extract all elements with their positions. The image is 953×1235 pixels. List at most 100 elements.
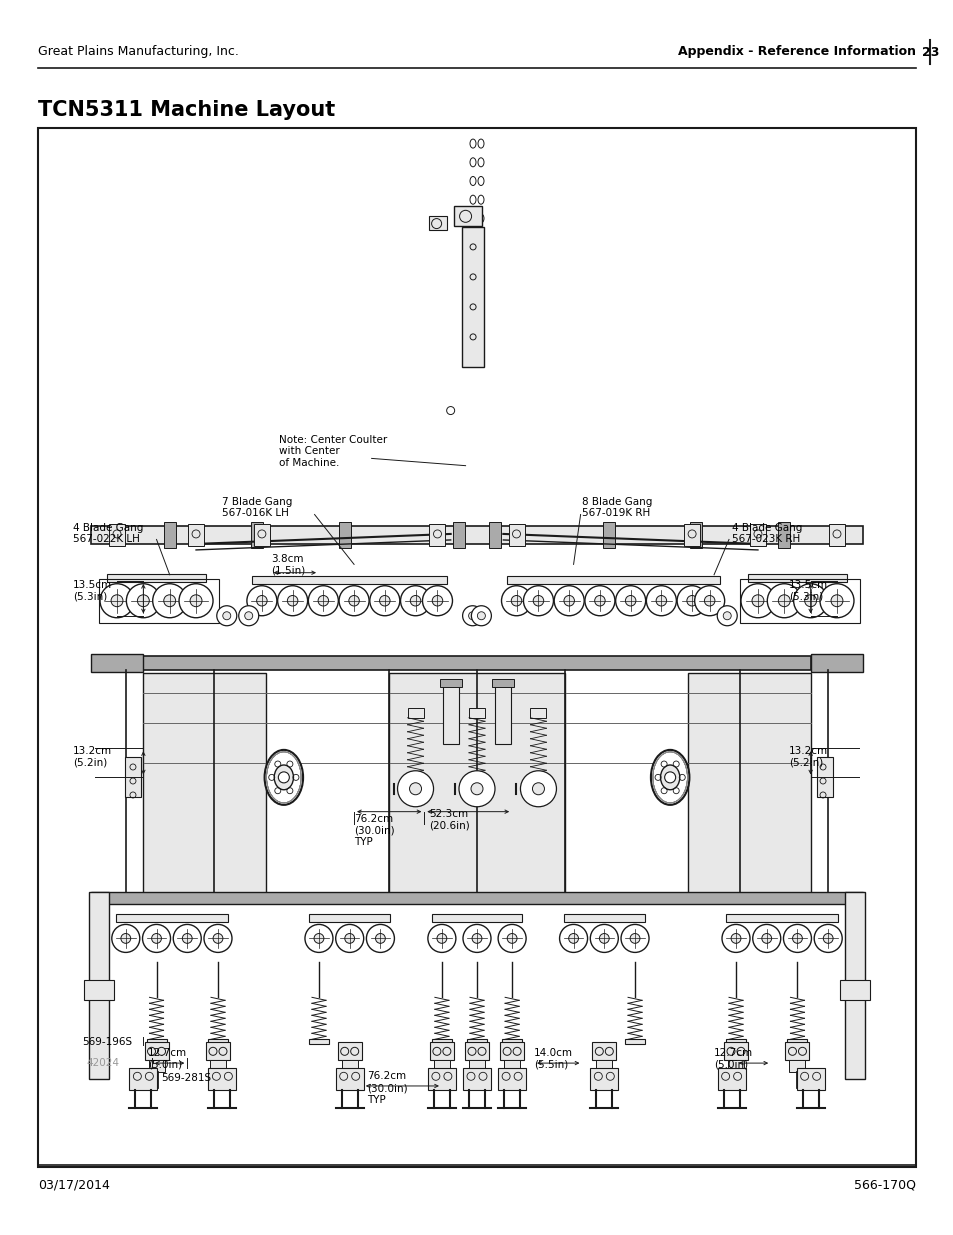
Bar (596, 1061, 612, 1072)
Bar (492, 679, 514, 687)
Circle shape (287, 595, 297, 606)
Bar (341, 1061, 357, 1072)
Circle shape (813, 925, 841, 952)
Bar (309, 1040, 329, 1045)
Bar (109, 524, 125, 546)
Circle shape (213, 934, 223, 944)
Circle shape (142, 925, 171, 952)
Bar (843, 892, 863, 1078)
Bar (125, 757, 141, 797)
Bar (488, 522, 500, 548)
Circle shape (277, 585, 307, 616)
Circle shape (568, 934, 578, 944)
Bar (210, 1061, 226, 1072)
Bar (784, 1042, 809, 1061)
Circle shape (620, 925, 648, 952)
Bar (252, 576, 447, 584)
Text: 13.2cm
(5.2in): 13.2cm (5.2in) (788, 746, 827, 768)
Bar (164, 522, 175, 548)
Circle shape (256, 595, 267, 606)
Circle shape (822, 934, 832, 944)
Text: 569-281S: 569-281S (161, 1073, 211, 1083)
Circle shape (223, 611, 231, 620)
Circle shape (630, 934, 639, 944)
Bar (91, 892, 862, 904)
Circle shape (245, 611, 253, 620)
Bar (690, 522, 701, 548)
Circle shape (554, 585, 583, 616)
Bar (208, 1040, 228, 1045)
Bar (335, 1068, 363, 1091)
Bar (147, 1040, 167, 1045)
Circle shape (751, 595, 763, 606)
Bar (143, 656, 810, 669)
Bar (497, 1068, 525, 1091)
Ellipse shape (659, 764, 679, 789)
Circle shape (590, 925, 618, 952)
Circle shape (740, 584, 774, 618)
Circle shape (112, 925, 140, 952)
Text: 566-170Q: 566-170Q (853, 1178, 915, 1192)
Circle shape (520, 771, 556, 806)
Circle shape (533, 595, 543, 606)
Circle shape (335, 925, 363, 952)
Text: 7 Blade Gang
567-016K LH: 7 Blade Gang 567-016K LH (222, 496, 293, 519)
Bar (687, 673, 810, 902)
Circle shape (559, 925, 587, 952)
Circle shape (432, 595, 442, 606)
Circle shape (532, 783, 544, 795)
Circle shape (247, 585, 276, 616)
Circle shape (820, 584, 853, 618)
Circle shape (379, 595, 390, 606)
Bar (725, 1040, 745, 1045)
Bar (723, 1042, 747, 1061)
Circle shape (436, 934, 446, 944)
Circle shape (349, 595, 359, 606)
Circle shape (305, 925, 333, 952)
Circle shape (497, 925, 525, 952)
Bar (339, 522, 351, 548)
Bar (429, 524, 445, 546)
Circle shape (507, 934, 517, 944)
Bar (461, 227, 483, 367)
Circle shape (216, 605, 236, 626)
Bar (501, 1040, 521, 1045)
Circle shape (598, 934, 609, 944)
Circle shape (182, 934, 192, 944)
Bar (796, 1068, 823, 1091)
Circle shape (126, 584, 160, 618)
Bar (683, 524, 700, 546)
Bar (747, 574, 846, 582)
Circle shape (761, 934, 771, 944)
Bar (434, 1061, 450, 1072)
Text: Great Plains Manufacturing, Inc.: Great Plains Manufacturing, Inc. (38, 46, 238, 58)
Bar (453, 522, 465, 548)
Bar (144, 1042, 169, 1061)
Circle shape (730, 934, 740, 944)
Circle shape (472, 934, 481, 944)
Bar (467, 1040, 486, 1045)
Bar (749, 524, 765, 546)
Bar (725, 914, 838, 923)
Circle shape (409, 783, 421, 795)
Bar (789, 1061, 804, 1072)
Text: 8 Blade Gang
567-019K RH: 8 Blade Gang 567-019K RH (581, 496, 652, 519)
Circle shape (152, 934, 161, 944)
Bar (469, 708, 484, 718)
Text: TCN5311 Machine Layout: TCN5311 Machine Layout (38, 100, 335, 120)
Bar (740, 579, 860, 622)
Circle shape (721, 925, 749, 952)
Circle shape (317, 595, 328, 606)
Bar (90, 892, 110, 1078)
Circle shape (523, 585, 553, 616)
Text: Note: Center Coulter
with Center
of Machine.: Note: Center Coulter with Center of Mach… (279, 435, 387, 468)
Bar (115, 914, 228, 923)
Circle shape (656, 595, 666, 606)
Circle shape (471, 605, 491, 626)
Text: 4 Blade Gang
567-023K RH: 4 Blade Gang 567-023K RH (731, 522, 801, 545)
Bar (786, 1040, 806, 1045)
Text: 13.5cm
(5.3in): 13.5cm (5.3in) (788, 580, 827, 601)
Bar (590, 1068, 618, 1091)
Bar (253, 524, 270, 546)
Circle shape (375, 934, 385, 944)
